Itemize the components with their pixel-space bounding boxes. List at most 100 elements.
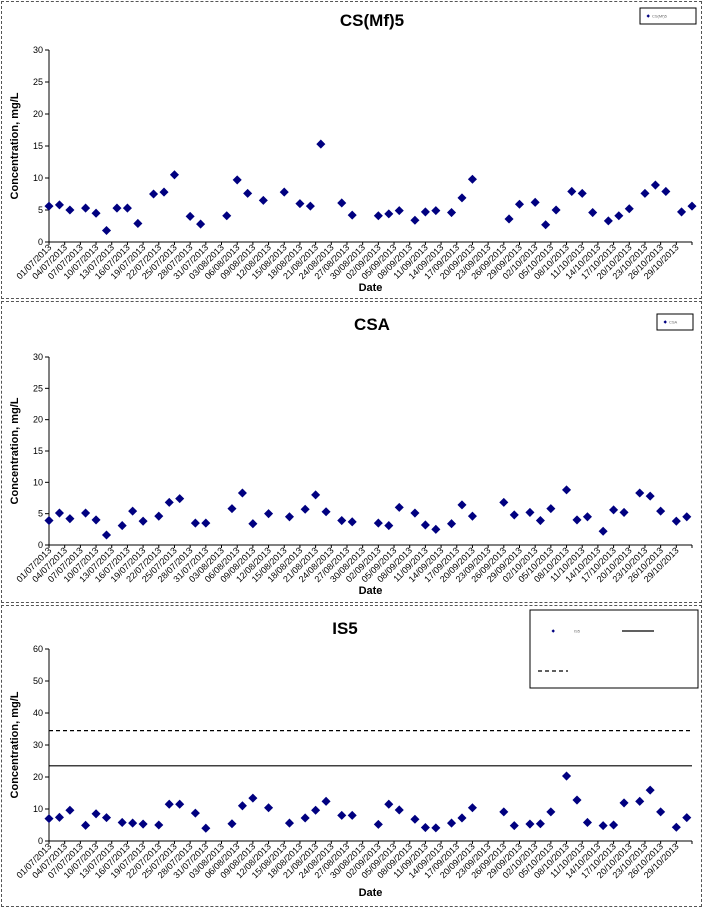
data-point [535, 819, 545, 829]
y-tick-label: 25 [33, 383, 43, 393]
y-tick-label: 5 [38, 509, 43, 519]
data-point [598, 821, 608, 831]
chart-csa: CSA05101520253001/07/201304/07/201307/07… [9, 313, 694, 597]
data-point [258, 195, 268, 205]
data-point [122, 203, 132, 213]
y-tick-label: 50 [33, 676, 43, 686]
data-point [65, 805, 75, 815]
data-point [420, 520, 430, 530]
data-point [410, 508, 420, 518]
data-point [373, 518, 383, 528]
data-point [619, 507, 629, 517]
data-point [499, 497, 509, 507]
data-point [149, 189, 159, 199]
data-point [91, 515, 101, 525]
data-point [91, 208, 101, 218]
data-point [65, 514, 75, 524]
y-axis-label: Concentration, mg/L [9, 397, 21, 504]
data-point [164, 799, 174, 809]
data-point [243, 188, 253, 198]
data-point [128, 818, 138, 828]
data-point [677, 207, 687, 217]
chart-title: IS5 [332, 619, 358, 638]
data-point [175, 799, 185, 809]
data-point [572, 795, 582, 805]
data-point [384, 799, 394, 809]
data-point [457, 813, 467, 823]
data-point [128, 506, 138, 516]
data-point [201, 823, 211, 833]
data-point [337, 198, 347, 208]
y-tick-label: 10 [33, 804, 43, 814]
data-point [112, 203, 122, 213]
data-point [232, 175, 242, 185]
data-point [645, 785, 655, 795]
y-tick-label: 60 [33, 644, 43, 654]
legend-label: CS(Mf)5 [652, 14, 668, 19]
chart-title: CS(Mf)5 [340, 11, 404, 30]
data-point [65, 205, 75, 215]
data-point [447, 519, 457, 529]
y-tick-label: 5 [38, 205, 43, 215]
data-point [101, 225, 112, 236]
y-tick-label: 40 [33, 708, 43, 718]
data-point [44, 201, 54, 211]
data-point [582, 512, 592, 522]
data-point [133, 218, 143, 228]
data-point [138, 516, 148, 526]
data-point [117, 817, 127, 827]
data-point [196, 219, 206, 229]
data-point [609, 820, 619, 830]
data-point [525, 819, 535, 829]
data-point [467, 511, 477, 521]
y-tick-label: 30 [33, 740, 43, 750]
data-point [222, 211, 232, 221]
chart-title: CSA [354, 315, 390, 334]
data-point [337, 516, 347, 526]
data-point [603, 216, 613, 226]
data-point [447, 208, 457, 218]
data-point [530, 197, 540, 207]
data-point [431, 524, 441, 534]
data-point [91, 809, 101, 819]
data-point [279, 187, 289, 197]
data-point [54, 508, 64, 518]
data-point [305, 201, 315, 211]
data-point [169, 170, 179, 180]
y-tick-label: 30 [33, 352, 43, 362]
y-tick-label: 15 [33, 141, 43, 151]
data-point [582, 817, 592, 827]
data-point [81, 820, 91, 830]
y-tick-label: 0 [38, 237, 43, 247]
data-point [656, 807, 666, 817]
data-point [54, 812, 64, 822]
data-point [682, 813, 692, 823]
data-point [546, 504, 556, 514]
data-point [154, 820, 164, 830]
data-point [384, 521, 394, 531]
data-point [671, 822, 681, 832]
data-point [248, 793, 258, 803]
data-point [687, 201, 697, 211]
y-tick-label: 20 [33, 109, 43, 119]
data-point [650, 180, 660, 190]
data-point [467, 803, 477, 813]
data-point [227, 819, 237, 829]
data-point [394, 805, 404, 815]
data-point [44, 516, 54, 526]
data-point [546, 807, 556, 817]
data-point [284, 512, 294, 522]
data-point [295, 199, 305, 209]
data-point [337, 810, 347, 820]
data-point [190, 518, 200, 528]
data-point [509, 821, 519, 831]
data-point [551, 205, 561, 215]
data-point [347, 517, 357, 527]
data-point [316, 139, 326, 149]
data-point [373, 211, 383, 221]
data-point [81, 508, 91, 518]
y-tick-label: 0 [38, 540, 43, 550]
chart-panel-is5: IS5 0 10 20 30 40 50 60 01/07/2013 04/07/2013 07/0… [1, 605, 702, 907]
data-point [562, 485, 572, 495]
data-point [624, 204, 634, 214]
